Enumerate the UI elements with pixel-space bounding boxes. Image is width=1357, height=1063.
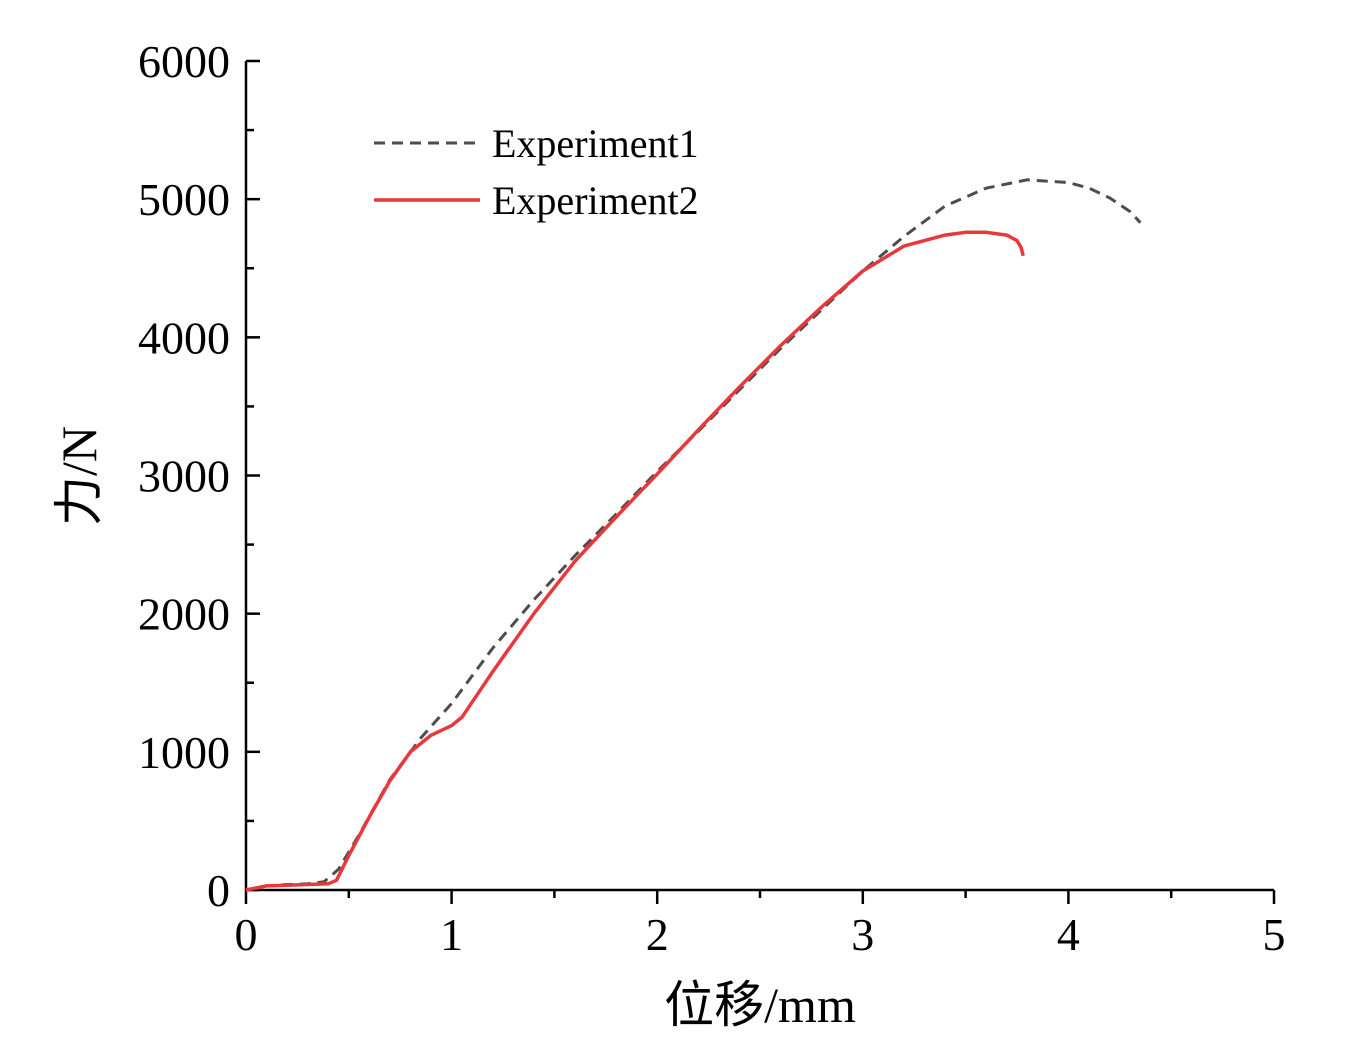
series-line-experiment1 <box>245 178 1142 892</box>
legend-label-experiment1: Experiment1 <box>492 121 699 166</box>
series-line-experiment2 <box>245 230 1025 892</box>
x-tick-label: 1 <box>440 909 463 960</box>
y-tick-label: 4000 <box>138 312 230 363</box>
y-tick-label: 5000 <box>138 174 230 225</box>
series-lines <box>245 178 1142 892</box>
tick-labels: 0 1 2 3 4 5 0 1000 2000 3000 4000 5000 6000 <box>138 36 1286 960</box>
x-tick-label: 3 <box>851 909 874 960</box>
x-tick-label: 4 <box>1057 909 1080 960</box>
ticks <box>244 59 1276 904</box>
y-tick-label: 6000 <box>138 36 230 87</box>
legend-label-experiment2: Experiment2 <box>492 178 699 223</box>
y-tick-label: 2000 <box>138 589 230 640</box>
x-axis-title: 位移/mm <box>664 977 856 1033</box>
x-tick-label: 5 <box>1263 909 1286 960</box>
y-tick-label: 3000 <box>138 451 230 502</box>
y-tick-label: 1000 <box>138 727 230 778</box>
y-tick-label: 0 <box>207 865 230 916</box>
x-tick-label: 2 <box>646 909 669 960</box>
y-axis-title: 力/N <box>51 426 107 526</box>
x-tick-label: 0 <box>235 909 258 960</box>
legend: Experiment1 Experiment2 <box>374 121 699 223</box>
